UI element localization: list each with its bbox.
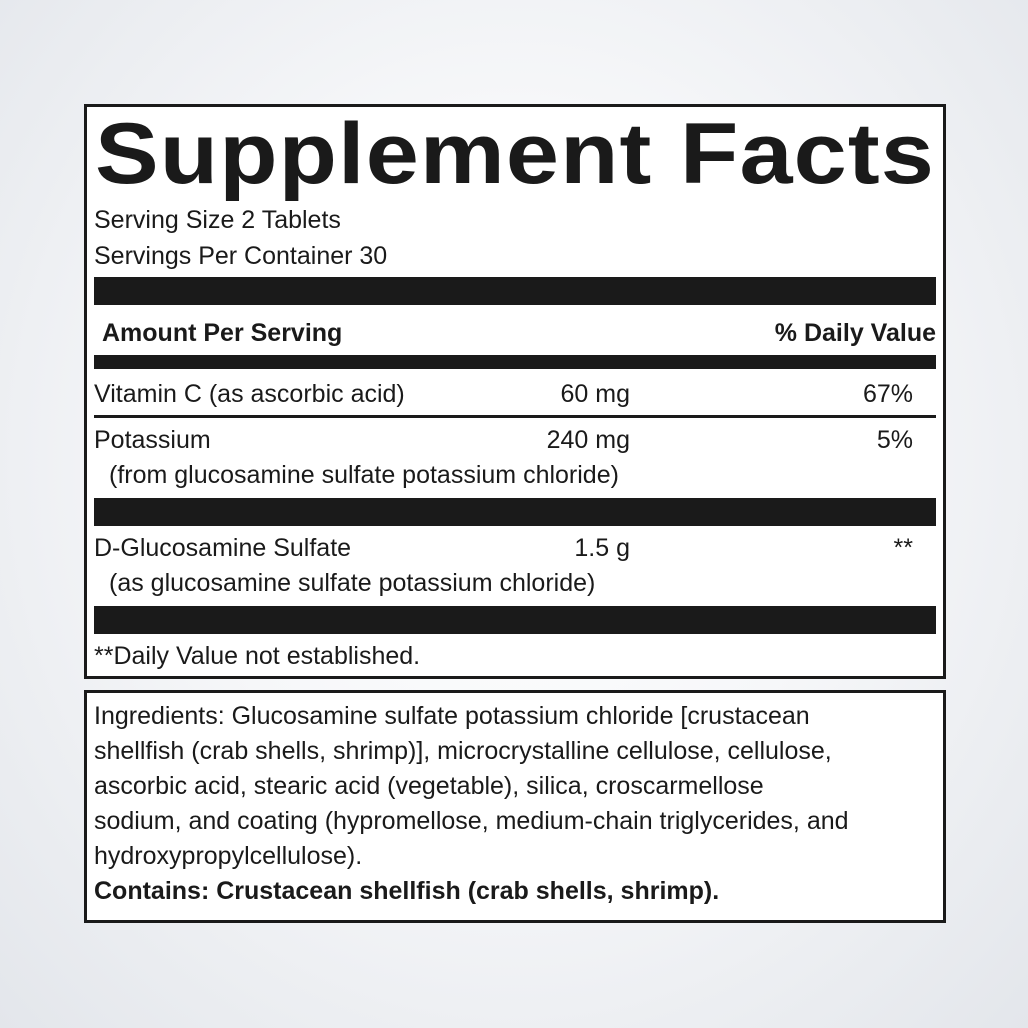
row-potassium-dv: 5%	[876, 426, 913, 454]
row-glucosamine-sub: (as glucosamine sulfate potassium chlori…	[109, 569, 596, 597]
supplement-facts-title: Supplement Facts	[95, 106, 935, 202]
ingredients-line: Ingredients: Glucosamine sulfate potassi…	[94, 702, 810, 730]
ingredients-line: ascorbic acid, stearic acid (vegetable),…	[94, 772, 764, 800]
row-potassium-sub: (from glucosamine sulfate potassium chlo…	[109, 461, 619, 489]
divider-bar	[94, 498, 936, 526]
row-glucosamine-dv: **	[893, 534, 913, 562]
ingredients-panel: Ingredients: Glucosamine sulfate potassi…	[84, 690, 946, 923]
divider-bar	[94, 355, 936, 369]
row-potassium-name: Potassium	[94, 426, 211, 454]
row-vitamin-c-dv: 67%	[862, 380, 913, 408]
supplement-facts-panel: Supplement Facts Serving Size 2 Tablets …	[84, 104, 946, 679]
footnote: **Daily Value not established.	[94, 642, 421, 670]
divider-line	[94, 415, 936, 418]
row-potassium-amount: 240 mg	[546, 426, 630, 454]
ingredients-line: sodium, and coating (hypromellose, mediu…	[94, 807, 849, 835]
row-glucosamine-amount: 1.5 g	[574, 534, 630, 562]
divider-bar	[94, 277, 936, 305]
header-amount-per-serving: Amount Per Serving	[102, 319, 343, 347]
allergen-contains: Contains: Crustacean shellfish (crab she…	[94, 877, 720, 905]
header-daily-value: % Daily Value	[774, 319, 936, 347]
row-vitamin-c-name: Vitamin C (as ascorbic acid)	[94, 380, 405, 408]
serving-size: Serving Size 2 Tablets	[94, 206, 341, 234]
divider-bar	[94, 606, 936, 634]
row-glucosamine-name: D-Glucosamine Sulfate	[94, 534, 352, 562]
ingredients-line: hydroxypropylcellulose).	[94, 842, 363, 870]
ingredients-line: shellfish (crab shells, shrimp)], microc…	[94, 737, 832, 765]
servings-per-container: Servings Per Container 30	[94, 242, 388, 270]
row-vitamin-c-amount: 60 mg	[560, 380, 630, 408]
